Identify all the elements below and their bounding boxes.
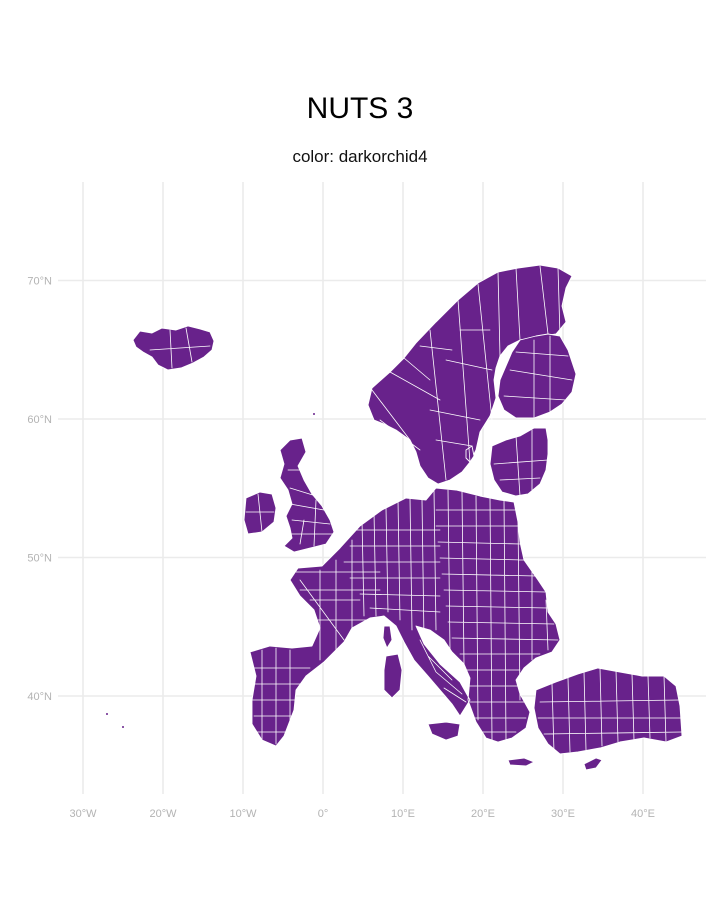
latitude-labels: 40°N 50°N 60°N 70°N [27,276,52,704]
region-scandinavia [367,264,573,485]
small-islands [106,413,315,728]
nuts3-regions [132,264,683,771]
island-azores [106,713,108,715]
latitude-tick-label: 70°N [27,276,52,288]
longitude-labels: 30°W 20°W 10°W 0° 10°E 20°E 30°E 40°E [69,808,655,820]
longitude-tick-label: 40°E [631,808,655,820]
region-sicily [427,721,461,741]
longitude-tick-label: 0° [318,808,329,820]
latitude-tick-label: 60°N [27,414,52,426]
longitude-tick-label: 20°W [149,808,177,820]
latitude-tick-label: 40°N [27,691,52,703]
region-corsica [382,625,393,649]
longitude-tick-label: 20°E [471,808,495,820]
island-azores-east [122,726,124,728]
region-crete [507,757,535,767]
region-great-britain [279,437,335,553]
map-title: NUTS 3 [306,92,414,125]
region-sardinia [383,653,403,699]
latitude-tick-label: 50°N [27,553,52,565]
map-subtitle: color: darkorchid4 [292,147,428,166]
region-continental-europe [249,487,561,747]
region-turkey [533,667,683,755]
region-iceland [132,325,215,371]
longitude-tick-label: 30°E [551,808,575,820]
region-gotland [465,445,475,463]
internal-boundaries [149,265,683,753]
region-cyprus [583,757,603,771]
longitude-tick-label: 10°W [229,808,257,820]
longitude-tick-label: 30°W [69,808,97,820]
region-finland [497,333,577,419]
island-faroe [313,413,315,415]
longitude-tick-label: 10°E [391,808,415,820]
